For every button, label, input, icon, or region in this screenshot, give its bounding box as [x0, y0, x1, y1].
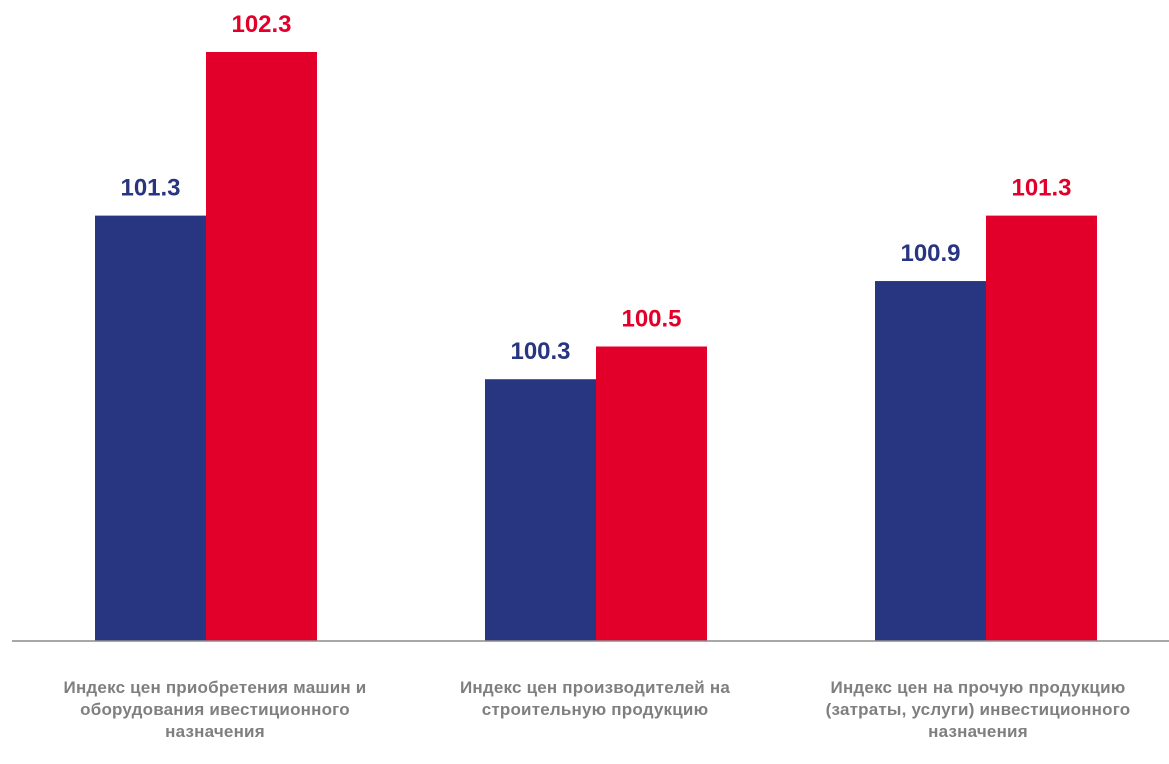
value-label-cat2-series2: 100.5 [621, 306, 681, 333]
category-label-2: Индекс цен производителей на строительну… [460, 678, 730, 719]
value-label-cat3-series2: 101.3 [1011, 175, 1071, 202]
value-label-cat2-series1: 100.3 [510, 338, 570, 365]
value-label-cat1-series1: 101.3 [120, 175, 180, 202]
value-labels-group: 101.3 102.3 100.3 100.5 100.9 101.3 [120, 11, 1071, 365]
category-label-3: Индекс цен на прочую продукцию (затраты,… [825, 678, 1131, 741]
bar-cat3-series2 [986, 215, 1097, 641]
value-label-cat1-series2: 102.3 [231, 11, 291, 38]
bar-cat3-series1 [875, 281, 986, 641]
bar-cat2-series1 [485, 379, 596, 641]
bar-cat1-series2 [206, 52, 317, 641]
value-label-cat3-series1: 100.9 [900, 240, 960, 267]
bars-group [95, 52, 1097, 641]
bar-cat1-series1 [95, 215, 206, 641]
category-label-1: Индекс цен приобретения машин и оборудов… [63, 678, 367, 741]
bar-cat2-series2 [596, 346, 707, 641]
